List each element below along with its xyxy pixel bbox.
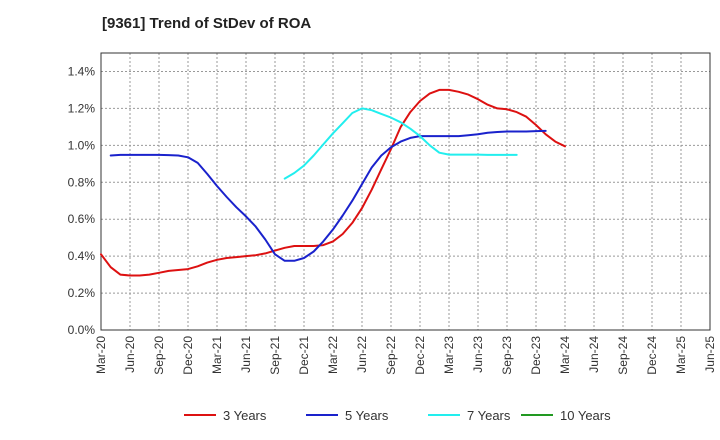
series-line-3-years [100, 88, 566, 277]
x-tick-label: Dec-20 [181, 336, 195, 375]
x-tick-label: Sep-22 [384, 336, 398, 375]
x-tick-label: Dec-22 [413, 336, 427, 375]
y-tick-label: 0.8% [68, 175, 96, 189]
y-tick-label: 0.2% [68, 286, 96, 300]
x-tick-label: Mar-25 [674, 336, 688, 374]
legend-label: 5 Years [345, 408, 389, 423]
y-tick-label: 1.4% [68, 64, 96, 78]
x-tick-label: Dec-21 [297, 336, 311, 375]
legend-label: 3 Years [223, 408, 267, 423]
x-tick-label: Sep-21 [268, 336, 282, 375]
y-tick-label: 0.4% [68, 249, 96, 263]
y-tick-label: 1.2% [68, 101, 96, 115]
x-tick-label: Mar-24 [558, 336, 572, 374]
plot-area [101, 53, 710, 330]
x-tick-label: Sep-23 [500, 336, 514, 375]
y-tick-label: 0.0% [68, 323, 96, 337]
x-tick-label: Jun-20 [123, 336, 137, 373]
x-tick-label: Mar-21 [210, 336, 224, 374]
x-tick-label: Jun-22 [355, 336, 369, 373]
x-tick-label: Dec-24 [645, 336, 659, 375]
plot-border [100, 52, 711, 331]
series-line-7-years [283, 107, 518, 180]
legend-label: 7 Years [467, 408, 511, 423]
x-tick-label: Dec-23 [529, 336, 543, 375]
x-tick-label: Jun-21 [239, 336, 253, 373]
x-tick-label: Jun-24 [587, 336, 601, 373]
y-tick-label: 1.0% [68, 138, 96, 152]
chart-title: [9361] Trend of StDev of ROA [102, 15, 312, 32]
x-tick-label: Mar-20 [94, 336, 108, 374]
x-tick-label: Jun-23 [471, 336, 485, 373]
x-tick-label: Mar-23 [442, 336, 456, 374]
x-tick-label: Mar-22 [326, 336, 340, 374]
y-tick-label: 0.6% [68, 212, 96, 226]
x-tick-label: Jun-25 [703, 336, 717, 373]
legend-label: 10 Years [560, 408, 611, 423]
x-tick-label: Sep-20 [152, 336, 166, 375]
x-tick-label: Sep-24 [616, 336, 630, 375]
series-line-5-years [109, 129, 547, 262]
